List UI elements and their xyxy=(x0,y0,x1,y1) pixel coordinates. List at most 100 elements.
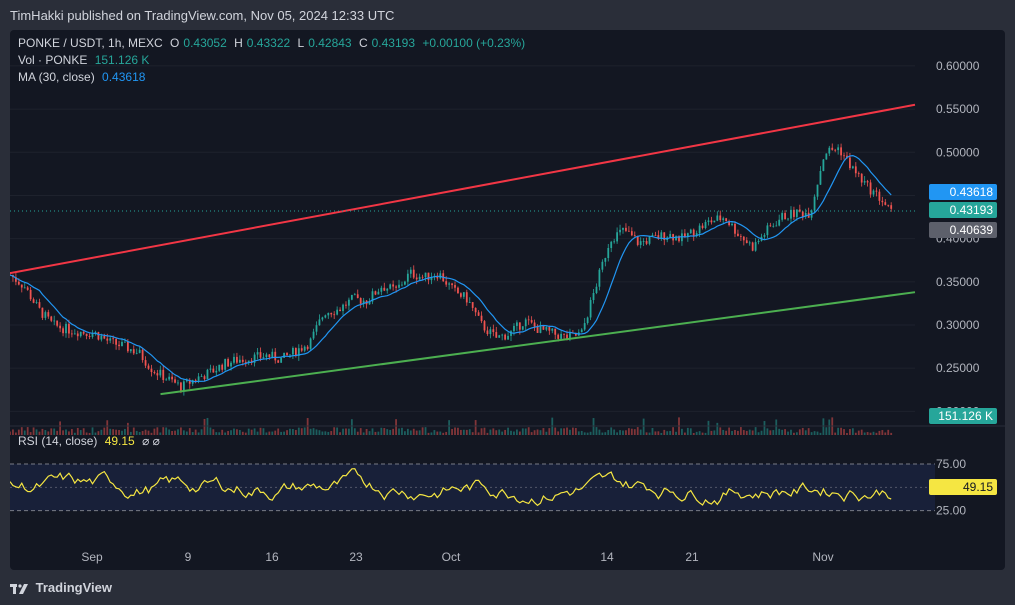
volume-bar xyxy=(722,429,725,435)
volume-bar xyxy=(286,430,288,435)
volume-bar xyxy=(860,429,863,435)
volume-bar xyxy=(692,432,695,435)
volume-bar xyxy=(277,428,280,435)
volume-bar xyxy=(292,429,294,435)
candle-body xyxy=(890,205,893,209)
volume-bar xyxy=(607,430,610,435)
candle-body xyxy=(233,356,235,363)
volume-legend: Vol · PONKE 151.126 K xyxy=(18,53,153,67)
candle-body xyxy=(657,235,660,239)
candle-body xyxy=(82,331,85,334)
candle-body xyxy=(26,287,29,290)
candle-body xyxy=(878,191,881,201)
volume-bar xyxy=(20,427,23,435)
chart-panel[interactable]: 0.600000.550000.500000.450000.400000.350… xyxy=(10,30,1005,570)
candle-body xyxy=(601,261,604,270)
candle-body xyxy=(504,334,507,340)
candle-body xyxy=(212,368,215,373)
candle-body xyxy=(121,341,123,347)
candle-body xyxy=(150,368,153,373)
volume-bar xyxy=(365,428,368,435)
volume-bar xyxy=(595,427,598,435)
volume-bar xyxy=(221,429,224,435)
volume-bar xyxy=(548,428,551,435)
rsi-settings-icons[interactable]: ⌀ ⌀ xyxy=(142,434,160,448)
candle-body xyxy=(76,333,79,337)
candle-body xyxy=(846,155,848,158)
candle-body xyxy=(404,281,406,285)
candle-body xyxy=(625,227,627,231)
candle-body xyxy=(53,320,56,322)
candle-body xyxy=(20,284,23,288)
volume-bar xyxy=(68,431,70,435)
volume-bar xyxy=(760,430,763,435)
low-label: L xyxy=(297,36,305,50)
volume-bar xyxy=(524,428,527,435)
time-tick-label: 9 xyxy=(185,550,192,564)
volume-bar xyxy=(610,427,613,435)
candle-body xyxy=(498,335,501,338)
candle-body xyxy=(595,286,598,293)
candle-body xyxy=(869,182,872,195)
candle-body xyxy=(171,376,173,380)
candle-body xyxy=(85,333,88,337)
candle-body xyxy=(274,351,277,361)
volume-bar xyxy=(10,431,11,435)
candle-body xyxy=(825,153,828,160)
candle-body xyxy=(536,326,539,333)
candle-body xyxy=(675,236,677,241)
candle-body xyxy=(722,218,725,221)
candle-body xyxy=(613,241,616,243)
volume-bar xyxy=(247,428,250,435)
candle-body xyxy=(236,356,238,363)
candle-body xyxy=(371,291,374,302)
candle-body xyxy=(436,276,439,279)
volume-bar xyxy=(474,420,477,435)
candle-body xyxy=(44,312,47,318)
candle-body xyxy=(813,196,816,211)
volume-bar xyxy=(153,428,156,435)
candle-body xyxy=(834,149,837,151)
candle-body xyxy=(256,352,259,355)
volume-bar xyxy=(106,420,109,435)
candle-body xyxy=(795,209,798,217)
volume-bar xyxy=(589,431,592,435)
volume-bar xyxy=(542,428,545,435)
volume-bar xyxy=(728,427,730,435)
candle-body xyxy=(857,173,860,175)
candle-body xyxy=(209,368,212,370)
candle-body xyxy=(784,213,786,220)
volume-bar xyxy=(180,427,182,435)
volume-bar xyxy=(339,432,341,435)
candle-body xyxy=(619,229,621,233)
candle-body xyxy=(663,232,666,241)
volume-bar xyxy=(633,429,636,435)
candle-body xyxy=(106,338,109,341)
volume-bar xyxy=(834,432,837,435)
candle-body xyxy=(710,220,713,223)
price-chart-svg[interactable]: 0.600000.550000.500000.450000.400000.350… xyxy=(10,30,1005,570)
candle-body xyxy=(860,173,863,183)
volume-bar xyxy=(701,432,704,435)
volume-bar xyxy=(795,432,798,435)
symbol-legend: PONKE / USDT, 1h, MEXC O 0.43052 H 0.43322… xyxy=(18,36,529,50)
price-tick-label: 0.50000 xyxy=(936,145,980,159)
volume-bar xyxy=(695,431,698,435)
candle-body xyxy=(551,328,554,331)
volume-bar xyxy=(881,430,884,435)
volume-bar xyxy=(660,432,663,435)
candle-body xyxy=(731,223,733,226)
candle-body xyxy=(241,359,244,362)
candle-body xyxy=(244,361,247,363)
volume-bar xyxy=(751,430,754,435)
candle-body xyxy=(542,325,545,330)
volume-bar xyxy=(698,431,701,435)
candle-body xyxy=(156,373,159,376)
volume-bar xyxy=(857,430,860,435)
volume-bar xyxy=(513,431,515,435)
candle-body xyxy=(583,323,586,330)
volume-bar xyxy=(65,429,67,435)
volume-bar xyxy=(486,432,489,435)
candle-body xyxy=(633,235,636,237)
volume-bar xyxy=(409,430,412,435)
